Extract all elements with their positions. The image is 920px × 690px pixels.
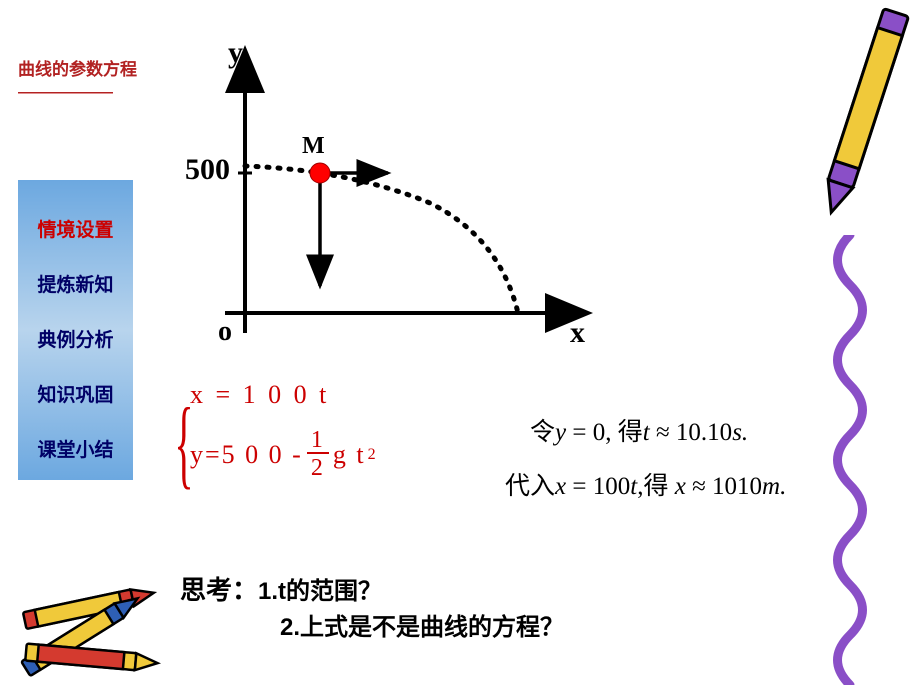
thinking-q1: 1.t的范围？ xyxy=(258,578,382,605)
topic-underline xyxy=(18,92,113,94)
topic-title: 曲线的参数方程 xyxy=(18,55,137,80)
r1-prefix: 令 xyxy=(530,419,555,446)
eq2-rhs2: g t xyxy=(333,440,366,470)
eq1-eq: = xyxy=(206,380,243,409)
point-m-label: M xyxy=(302,133,325,160)
y-axis-label: y xyxy=(228,36,243,70)
r1-y: y xyxy=(555,419,566,446)
sidebar-item-context[interactable]: 情境设置 xyxy=(18,215,133,242)
eq2-exp: 2 xyxy=(368,446,378,464)
origin-label: o xyxy=(218,316,232,348)
brace-icon: { xyxy=(174,385,193,500)
eq1-rhs: 1 0 0 t xyxy=(243,380,330,409)
r2-val: ≈ 1010 xyxy=(686,473,762,500)
thinking-q2: 2.上式是不是曲线的方程？ xyxy=(280,607,564,642)
sidebar-item-new-knowledge[interactable]: 提炼新知 xyxy=(18,270,133,297)
r1-t: t xyxy=(643,419,650,446)
sidebar-item-summary[interactable]: 课堂小结 xyxy=(18,435,133,462)
x-axis-label: x xyxy=(570,316,585,350)
y-tick-label-500: 500 xyxy=(185,153,230,187)
r1-eq: = 0, xyxy=(566,419,618,446)
equation-x: x = 1 0 0 t xyxy=(190,380,378,410)
r2-x2: x xyxy=(668,473,685,500)
frac-den: 2 xyxy=(307,454,329,483)
r2-x: x xyxy=(555,473,566,500)
fraction-half: 1 2 xyxy=(307,428,329,483)
equation-y: y = 5 0 0 - 1 2 g t2 xyxy=(190,428,378,483)
r2-unit: m. xyxy=(762,473,786,500)
r1-mid: 得 xyxy=(618,419,643,446)
r2-eq: = 100 xyxy=(566,473,630,500)
sidebar-item-examples[interactable]: 典例分析 xyxy=(18,325,133,352)
squiggle-decoration xyxy=(820,235,880,685)
r2-mid: 得 xyxy=(643,473,668,500)
r1-unit: s. xyxy=(732,419,748,446)
parametric-equations: { x = 1 0 0 t y = 5 0 0 - 1 2 g t2 xyxy=(180,380,378,483)
trajectory-chart: y x o 500 M xyxy=(170,38,610,358)
chart-svg xyxy=(170,38,610,358)
crayon-decoration-tr xyxy=(810,0,920,230)
point-m xyxy=(310,163,330,183)
thinking-label: 思考： xyxy=(180,576,258,605)
crayons-decoration-bl xyxy=(8,555,168,685)
thinking-prompt: 思考：1.t的范围？ 2.上式是不是曲线的方程？ xyxy=(180,570,564,642)
sidebar-item-practice[interactable]: 知识巩固 xyxy=(18,380,133,407)
result-line-1: 令y = 0, 得t ≈ 10.10s. xyxy=(530,412,748,448)
eq2-rhs1: 5 0 0 - xyxy=(222,440,303,470)
r1-val: ≈ 10.10 xyxy=(650,419,732,446)
result-line-2: 代入x = 100t,得 x ≈ 1010m. xyxy=(505,466,786,502)
frac-num: 1 xyxy=(307,428,329,454)
trajectory-curve xyxy=(245,166,518,313)
sidebar-nav: 情境设置 提炼新知 典例分析 知识巩固 课堂小结 xyxy=(18,180,133,480)
r2-prefix: 代入 xyxy=(505,473,555,500)
eq2-eq: = xyxy=(205,440,222,470)
